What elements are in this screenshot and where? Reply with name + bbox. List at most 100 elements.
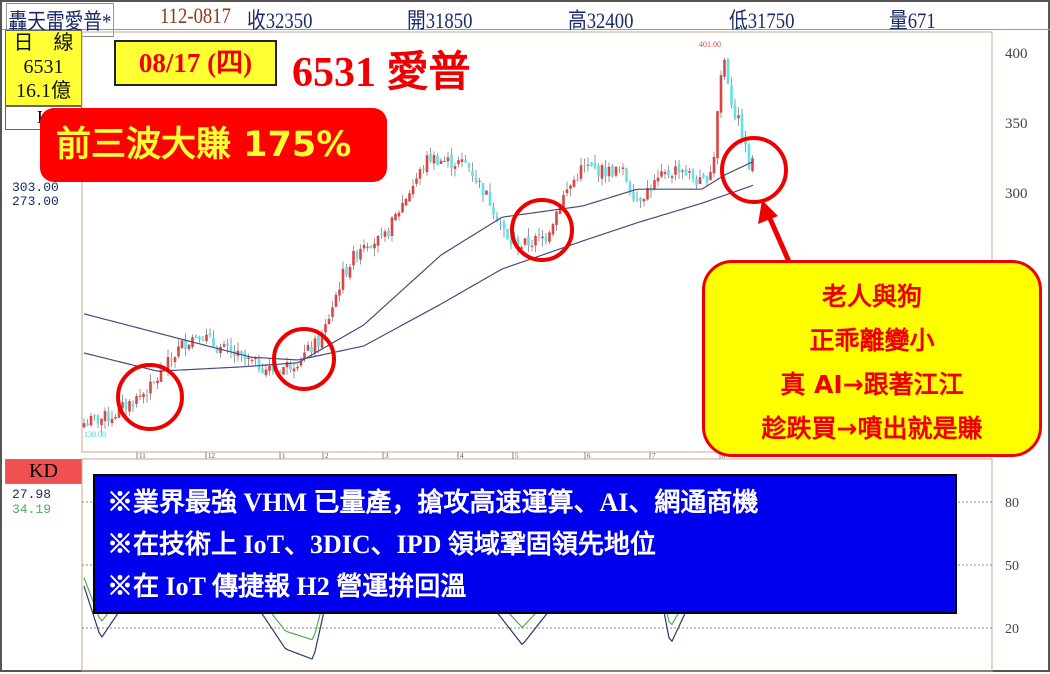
candle-body	[747, 144, 751, 170]
period-panel: 日 線 6531 16.1億	[5, 30, 82, 106]
arrow-shaft	[765, 212, 793, 266]
candle-body	[723, 59, 726, 77]
candle-body	[705, 175, 709, 183]
candle-body	[548, 232, 551, 242]
candle-body	[89, 415, 93, 426]
candle-body	[677, 164, 681, 173]
notes-box: ※業界最強 VHM 已量產，搶攻高速運算、AI、網通商機 ※在技術上 IoT、3…	[93, 474, 957, 614]
candle-body	[212, 337, 215, 347]
candle-body	[198, 336, 201, 340]
candle-body	[611, 165, 614, 177]
candle-body	[124, 401, 128, 410]
candle-body	[709, 171, 712, 180]
max-price-label: 401.00	[699, 40, 721, 49]
candle-body	[341, 268, 345, 290]
candle-body	[653, 180, 656, 190]
price-frame	[81, 31, 993, 453]
y-tick-label: 350	[1005, 116, 1028, 132]
candle-body	[492, 207, 495, 215]
candle-body	[695, 178, 698, 186]
candle-body	[310, 346, 313, 353]
candle-body	[646, 187, 649, 200]
callout-line: 正乖離變小	[809, 326, 935, 355]
candle-body	[450, 154, 453, 168]
candle-body	[674, 166, 677, 175]
candle-body	[625, 168, 628, 182]
x-tick-label: 11	[139, 452, 146, 460]
candle-body	[558, 207, 562, 214]
candle-body	[474, 177, 478, 182]
candle-body	[607, 166, 611, 177]
candle-body	[481, 183, 485, 196]
candle-body	[338, 289, 341, 296]
date-code: 112-0817	[160, 3, 231, 28]
candle-body	[618, 168, 621, 170]
candle-body	[261, 367, 264, 374]
candle-body	[569, 185, 572, 189]
candle-body	[390, 217, 394, 236]
x-tick-label: 7	[652, 452, 656, 460]
candle-body	[152, 381, 156, 383]
candle-body	[226, 343, 229, 347]
candle-body	[537, 234, 541, 236]
candle-body	[345, 266, 348, 275]
candle-body	[401, 202, 404, 213]
candle-body	[373, 243, 376, 249]
candle-body	[604, 167, 607, 177]
candle-body	[268, 365, 271, 371]
candle-body	[331, 307, 334, 317]
y-tick-label: 300	[1005, 186, 1028, 202]
candle-body	[107, 411, 110, 422]
candle-body	[488, 191, 492, 206]
candle-body	[362, 244, 366, 249]
candle-body	[572, 179, 576, 187]
d-value: 34.19	[12, 502, 52, 517]
candle-body	[621, 167, 625, 170]
candle-body	[495, 215, 499, 222]
candle-body	[394, 213, 397, 221]
candle-body	[96, 415, 100, 424]
candle-body	[355, 251, 359, 259]
period-label: 日 線	[13, 32, 74, 54]
candle-body	[698, 177, 702, 184]
candle-body	[320, 334, 324, 348]
candle-body	[478, 181, 481, 183]
trade-amount: 16.1億	[16, 80, 71, 102]
low-price: 低31750	[729, 8, 795, 33]
candle-body	[359, 248, 362, 260]
candle-body	[408, 193, 411, 202]
open-price: 開31850	[407, 8, 473, 33]
candle-body	[250, 359, 254, 361]
callout-line: 趁跌買→噴出就是賺	[761, 414, 983, 443]
candle-body	[534, 236, 537, 246]
candle-body	[565, 189, 569, 194]
candle-body	[187, 344, 191, 350]
candle-body	[520, 247, 523, 250]
candle-body	[100, 418, 103, 425]
candle-body	[387, 230, 390, 237]
candle-body	[247, 357, 250, 360]
candle-body	[733, 104, 737, 119]
arrow-head-icon	[758, 200, 778, 224]
candle-body	[684, 169, 688, 176]
candle-body	[285, 362, 289, 368]
x-tick-label: 1	[282, 452, 286, 460]
candle-body	[324, 324, 327, 333]
candle-body	[411, 185, 415, 195]
candle-body	[313, 338, 317, 354]
candle-body	[240, 351, 243, 354]
candle-body	[86, 423, 89, 426]
stock-code: 6531	[23, 56, 64, 78]
high-price: 高32400	[568, 8, 634, 33]
k-value: 27.98	[12, 487, 52, 502]
candle-body	[579, 165, 583, 179]
candle-body	[667, 170, 670, 176]
candle-body	[453, 166, 457, 169]
candle-body	[173, 357, 177, 363]
candle-body	[660, 171, 663, 177]
highlight-circle	[116, 363, 184, 431]
x-tick-label: 4	[460, 452, 464, 460]
candle-body	[156, 380, 159, 384]
candle-body	[691, 170, 695, 179]
candle-body	[688, 171, 691, 173]
